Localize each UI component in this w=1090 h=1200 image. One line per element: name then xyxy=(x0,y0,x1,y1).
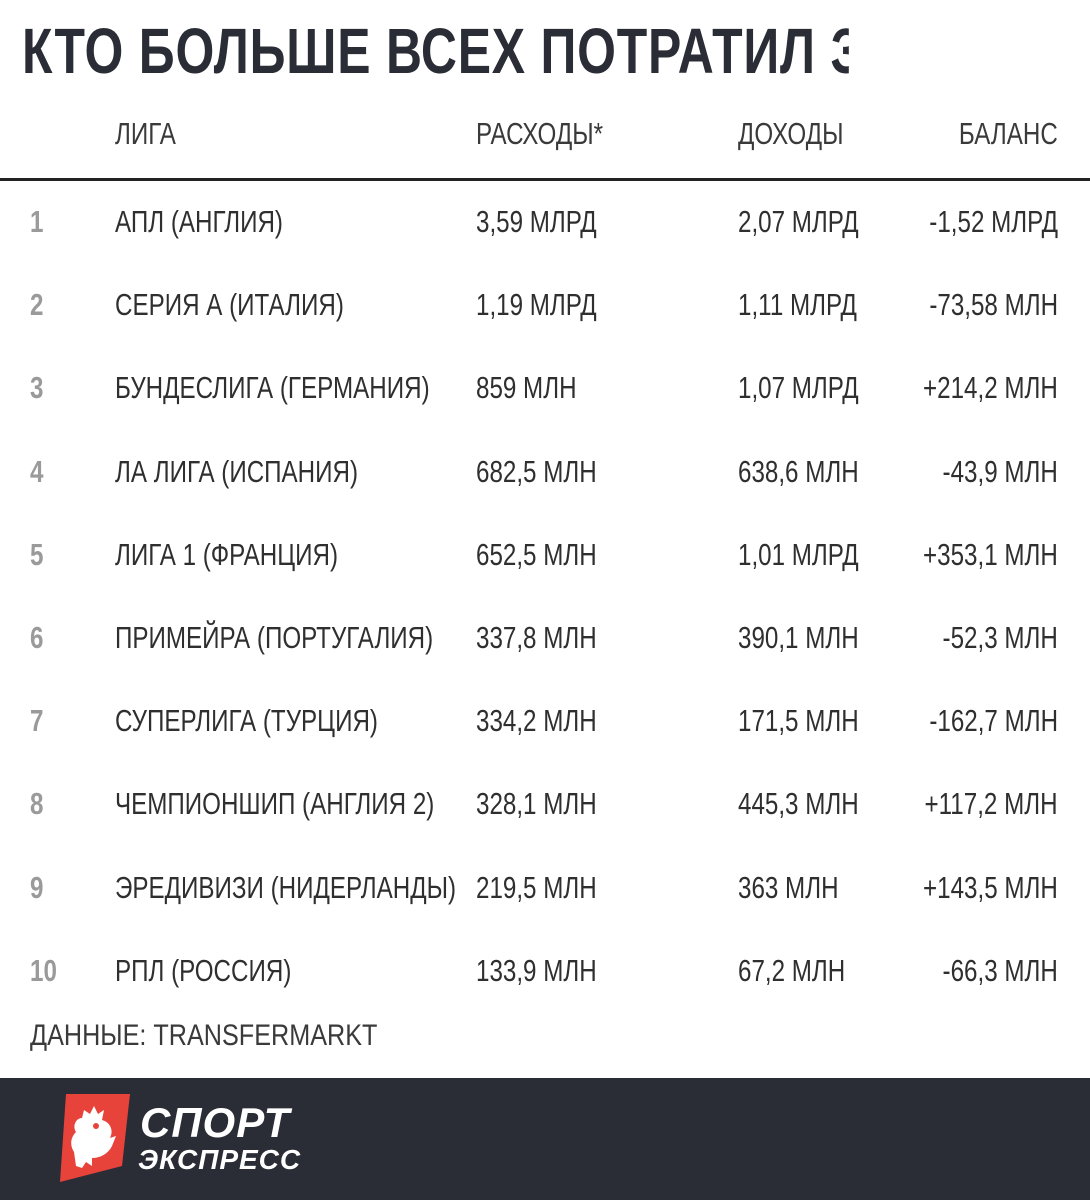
row-balance: -1,52 МЛРД xyxy=(929,204,1058,239)
row-income: 363 МЛН xyxy=(738,869,839,905)
row-expenses: 219,5 МЛН xyxy=(476,869,597,905)
table-row: 7 СУПЕРЛИГА (ТУРЦИЯ) 334,2 МЛН 171,5 МЛН… xyxy=(0,680,1090,763)
brand-name-line2: ЭКСПРЕСС xyxy=(138,1144,302,1175)
row-league: СУПЕРЛИГА (ТУРЦИЯ) xyxy=(115,703,378,739)
row-league: ЭРЕДИВИЗИ (НИДЕРЛАНДЫ) xyxy=(115,869,457,905)
data-source-note: ДАННЫЕ: TRANSFERMARKT xyxy=(30,1019,378,1052)
column-header-expenses: РАСХОДЫ* xyxy=(476,116,604,151)
row-expenses: 652,5 МЛН xyxy=(476,536,597,572)
row-expenses: 859 МЛН xyxy=(476,370,577,406)
row-expenses: 682,5 МЛН xyxy=(476,453,597,489)
row-balance: +143,5 МЛН xyxy=(923,869,1058,905)
row-balance: -73,58 МЛН xyxy=(929,287,1058,323)
row-rank: 7 xyxy=(30,703,44,739)
row-expenses: 1,19 МЛРД xyxy=(476,287,597,323)
row-balance: -43,9 МЛН xyxy=(942,453,1058,489)
row-balance: -66,3 МЛН xyxy=(942,952,1058,988)
row-league: ЧЕМПИОНШИП (АНГЛИЯ 2) xyxy=(115,786,435,822)
row-expenses: 334,2 МЛН xyxy=(476,703,597,739)
table-row: 2 СЕРИЯ А (ИТАЛИЯ) 1,19 МЛРД 1,11 МЛРД -… xyxy=(0,264,1090,347)
brand-name-line1: СПОРТ xyxy=(140,1099,291,1146)
table-row: 8 ЧЕМПИОНШИП (АНГЛИЯ 2) 328,1 МЛН 445,3 … xyxy=(0,763,1090,846)
row-income: 390,1 МЛН xyxy=(738,619,859,655)
column-header-income: ДОХОДЫ xyxy=(738,116,844,151)
row-league: АПЛ (АНГЛИЯ) xyxy=(115,204,283,239)
row-balance: +214,2 МЛН xyxy=(923,370,1058,406)
row-rank: 4 xyxy=(30,453,44,489)
row-balance: +117,2 МЛН xyxy=(924,786,1058,822)
row-rank: 1 xyxy=(30,204,44,239)
table-row: 5 ЛИГА 1 (ФРАНЦИЯ) 652,5 МЛН 1,01 МЛРД +… xyxy=(0,514,1090,597)
row-income: 67,2 МЛН xyxy=(738,952,846,988)
row-expenses: 3,59 МЛРД xyxy=(476,204,597,239)
table-row: 4 ЛА ЛИГА (ИСПАНИЯ) 682,5 МЛН 638,6 МЛН … xyxy=(0,431,1090,514)
table-body: 1 АПЛ (АНГЛИЯ) 3,59 МЛРД 2,07 МЛРД -1,52… xyxy=(0,181,1090,1013)
row-rank: 5 xyxy=(30,536,44,572)
table-row: 3 БУНДЕСЛИГА (ГЕРМАНИЯ) 859 МЛН 1,07 МЛР… xyxy=(0,347,1090,430)
row-income: 445,3 МЛН xyxy=(738,786,859,822)
row-income: 171,5 МЛН xyxy=(738,703,859,739)
header-divider xyxy=(0,178,1090,181)
row-rank: 10 xyxy=(30,952,57,988)
row-balance: +353,1 МЛН xyxy=(923,536,1058,572)
row-rank: 8 xyxy=(30,786,44,822)
row-league: БУНДЕСЛИГА (ГЕРМАНИЯ) xyxy=(115,370,430,406)
column-header-balance: БАЛАНС xyxy=(959,116,1058,151)
row-rank: 2 xyxy=(30,287,44,323)
row-rank: 9 xyxy=(30,869,44,905)
table-row: 1 АПЛ (АНГЛИЯ) 3,59 МЛРД 2,07 МЛРД -1,52… xyxy=(0,181,1090,264)
row-league: СЕРИЯ А (ИТАЛИЯ) xyxy=(115,287,344,323)
row-income: 1,11 МЛРД xyxy=(738,287,857,323)
page-title: КТО БОЛЬШЕ ВСЕХ ПОТРАТИЛ ЗА ЛЕТО-2025 xyxy=(22,15,849,87)
row-league: ПРИМЕЙРА (ПОРТУГАЛИЯ) xyxy=(115,619,434,655)
row-income: 1,07 МЛРД xyxy=(738,370,859,406)
row-expenses: 133,9 МЛН xyxy=(476,952,597,988)
column-header-league: ЛИГА xyxy=(115,116,176,151)
row-rank: 6 xyxy=(30,619,44,655)
table-row: 10 РПЛ (РОССИЯ) 133,9 МЛН 67,2 МЛН -66,3… xyxy=(0,930,1090,1013)
table-header: ЛИГА РАСХОДЫ* ДОХОДЫ БАЛАНС xyxy=(0,108,1090,160)
row-income: 2,07 МЛРД xyxy=(738,204,859,239)
rooster-icon xyxy=(60,1094,130,1182)
row-league: ЛИГА 1 (ФРАНЦИЯ) xyxy=(115,536,339,572)
row-expenses: 328,1 МЛН xyxy=(476,786,597,822)
row-league: РПЛ (РОССИЯ) xyxy=(115,952,292,988)
row-balance: -162,7 МЛН xyxy=(929,703,1058,739)
brand-footer: СПОРТ ЭКСПРЕСС xyxy=(0,1078,1090,1200)
row-income: 638,6 МЛН xyxy=(738,453,859,489)
row-balance: -52,3 МЛН xyxy=(942,619,1058,655)
row-income: 1,01 МЛРД xyxy=(738,536,859,572)
row-expenses: 337,8 МЛН xyxy=(476,619,597,655)
row-league: ЛА ЛИГА (ИСПАНИЯ) xyxy=(115,453,359,489)
table-row: 9 ЭРЕДИВИЗИ (НИДЕРЛАНДЫ) 219,5 МЛН 363 М… xyxy=(0,847,1090,930)
table-row: 6 ПРИМЕЙРА (ПОРТУГАЛИЯ) 337,8 МЛН 390,1 … xyxy=(0,597,1090,680)
row-rank: 3 xyxy=(30,370,44,406)
